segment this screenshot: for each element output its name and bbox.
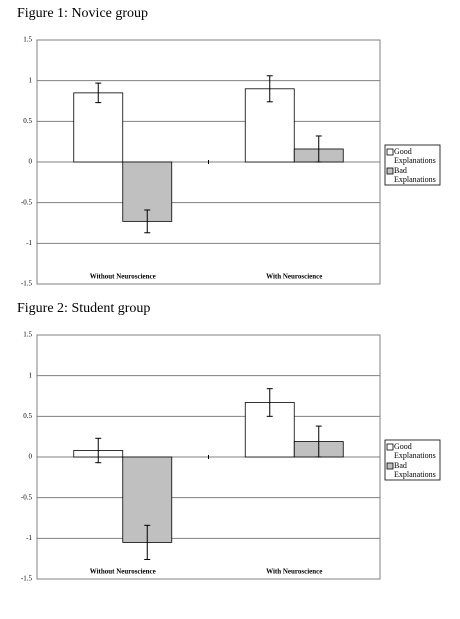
y-tick-label: 0.5 — [23, 117, 32, 125]
x-tick-label: Without Neuroscience — [90, 568, 156, 576]
y-tick-label: -1.5 — [21, 280, 33, 288]
x-tick-label: With Neuroscience — [266, 273, 322, 281]
legend-box — [384, 144, 441, 186]
legend-label-box: Good Explanations — [394, 442, 436, 460]
legend-label: Bad Explanations — [394, 461, 436, 479]
legend-label: Good Explanations — [394, 147, 436, 165]
chart-title: Figure 2: Student group — [17, 301, 150, 316]
chart-title: Figure 1: Novice group — [17, 6, 148, 21]
legend-box — [384, 439, 441, 481]
y-tick-label: -1.5 — [21, 575, 33, 583]
plot-frame — [36, 334, 381, 580]
legend-swatch — [386, 443, 394, 451]
y-tick-label: 1 — [29, 76, 33, 84]
legend-label: Bad Explanations — [394, 166, 436, 184]
y-tick-label: -0.5 — [21, 493, 33, 501]
legend-label-box: Bad Explanations — [394, 166, 436, 184]
legend-swatch — [386, 462, 394, 470]
y-tick-label: -1 — [26, 239, 32, 247]
error-bar — [266, 75, 273, 103]
y-tick-label: 1 — [29, 371, 33, 379]
error-bar — [315, 425, 322, 458]
error-bar — [95, 82, 102, 104]
y-tick-label: -1 — [26, 534, 32, 542]
x-tick-label: Without Neuroscience — [90, 273, 156, 281]
y-tick-label: 1.5 — [23, 331, 32, 339]
y-tick-label: 0 — [29, 158, 33, 166]
legend-swatch — [386, 167, 394, 175]
error-bar — [144, 209, 151, 234]
y-tick-label: -0.5 — [21, 198, 33, 206]
bar — [73, 92, 124, 163]
y-tick-label: 1.5 — [23, 36, 32, 44]
legend-label: Good Explanations — [394, 442, 436, 460]
error-bar — [144, 524, 151, 560]
legend-label-box: Bad Explanations — [394, 461, 436, 479]
error-bar — [95, 437, 102, 464]
error-bar — [266, 388, 273, 417]
legend-label-box: Good Explanations — [394, 147, 436, 165]
y-tick-label: 0.5 — [23, 412, 32, 420]
error-bar — [315, 135, 322, 163]
y-tick-label: 0 — [29, 453, 33, 461]
plot-frame — [36, 39, 381, 285]
legend-swatch — [386, 148, 394, 156]
x-tick-label: With Neuroscience — [266, 568, 322, 576]
